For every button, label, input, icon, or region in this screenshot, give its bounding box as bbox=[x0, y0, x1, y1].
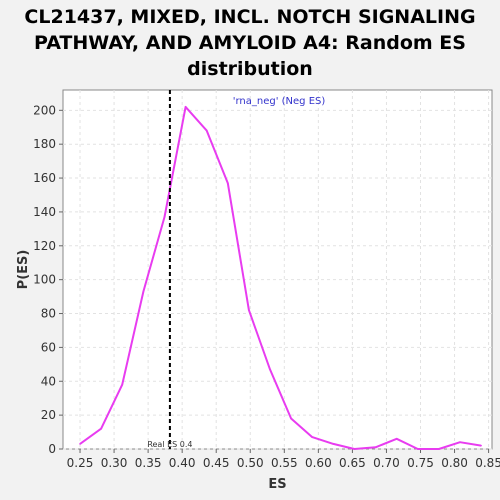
data-point bbox=[226, 182, 229, 184]
y-tick-label: 180 bbox=[33, 137, 56, 151]
y-tick-label: 200 bbox=[33, 103, 56, 117]
y-axis-title: P(ES) bbox=[16, 250, 31, 290]
data-point bbox=[142, 290, 145, 293]
chart-title-line-2: PATHWAY, AND AMYLOID A4: Random ES bbox=[34, 32, 466, 54]
series-layer bbox=[79, 105, 482, 450]
data-point bbox=[459, 441, 461, 444]
x-tick-label: 0.45 bbox=[203, 456, 230, 470]
x-tick-label: 0.40 bbox=[169, 456, 196, 470]
data-point bbox=[121, 383, 124, 386]
y-tick-label: 100 bbox=[33, 273, 56, 287]
y-tick-label: 20 bbox=[41, 408, 56, 422]
x-tick-label: 0.85 bbox=[475, 456, 500, 470]
x-tick-label: 0.70 bbox=[373, 456, 400, 470]
data-point bbox=[332, 443, 335, 445]
data-point bbox=[353, 448, 356, 450]
x-tick-label: 0.80 bbox=[441, 456, 468, 470]
chart-title-line-1: CL21437, MIXED, INCL. NOTCH SIGNALING bbox=[24, 6, 476, 28]
y-tick-label: 40 bbox=[41, 374, 56, 388]
data-point bbox=[248, 309, 250, 311]
data-point bbox=[311, 436, 314, 438]
x-tick-label: 0.60 bbox=[305, 456, 332, 470]
data-point bbox=[100, 427, 102, 430]
data-point bbox=[290, 417, 292, 420]
legend-entry: 'rna_neg' (Neg ES) bbox=[233, 96, 326, 107]
x-axis-title: ES bbox=[268, 477, 286, 492]
chart-title-line-3: distribution bbox=[187, 58, 313, 80]
plot-area bbox=[62, 89, 493, 450]
series-line bbox=[79, 105, 482, 450]
x-tick-label: 0.75 bbox=[407, 456, 434, 470]
data-point bbox=[269, 368, 271, 371]
x-tick-label: 0.30 bbox=[101, 456, 128, 470]
x-tick-label: 0.35 bbox=[135, 456, 162, 470]
x-tick-label: 0.50 bbox=[237, 456, 264, 470]
data-point bbox=[480, 444, 482, 447]
y-tick-label: 120 bbox=[33, 239, 56, 253]
axes: 0.25 0.30 0.35 0.40 0.45 0.50 0.55 0.60 0.65 0.70… bbox=[33, 103, 500, 470]
x-tick-label: 0.25 bbox=[67, 456, 94, 470]
data-point bbox=[438, 448, 440, 450]
chart-title: CL21437, MIXED, INCL. NOTCH SIGNALING PA… bbox=[0, 4, 500, 82]
data-point bbox=[395, 438, 398, 440]
y-tick-label: 160 bbox=[33, 171, 56, 185]
annotation-layer: Real ES 0.4 bbox=[147, 90, 193, 449]
real-es-label: Real ES 0.4 bbox=[147, 440, 192, 449]
y-tick-label: 140 bbox=[33, 205, 56, 219]
data-point bbox=[416, 448, 419, 450]
data-point bbox=[184, 106, 187, 108]
data-point bbox=[79, 443, 81, 445]
data-point bbox=[163, 216, 166, 218]
y-tick-label: 80 bbox=[41, 307, 56, 321]
data-point bbox=[374, 446, 377, 449]
y-tick-label: 0 bbox=[48, 442, 56, 456]
x-tick-label: 0.55 bbox=[271, 456, 298, 470]
data-point bbox=[205, 129, 208, 132]
y-tick-label: 60 bbox=[41, 340, 56, 354]
x-tick-label: 0.65 bbox=[339, 456, 366, 470]
